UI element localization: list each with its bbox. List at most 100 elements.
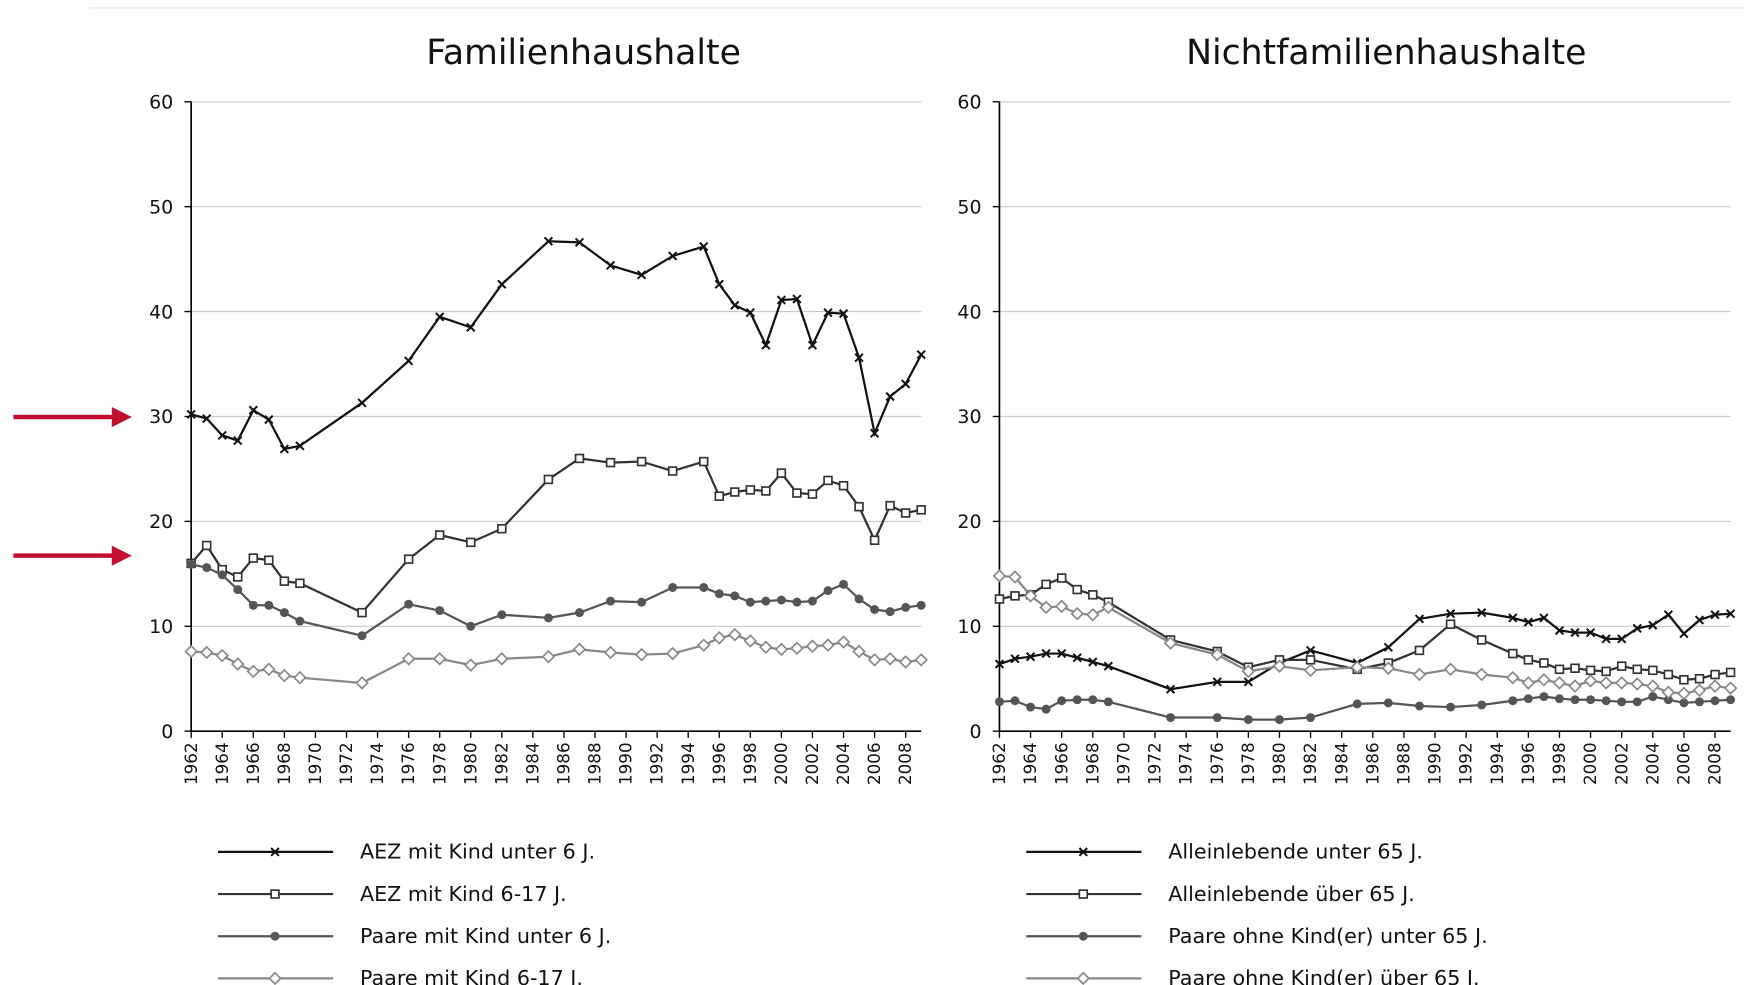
x-tick-label: 1986	[554, 742, 574, 785]
marker-x	[264, 415, 274, 425]
x-tick-label: 1990	[1425, 742, 1445, 785]
marker-x	[1010, 654, 1020, 664]
marker-x	[1648, 620, 1658, 630]
marker-x	[745, 308, 755, 318]
marker-circle	[435, 606, 445, 616]
marker-square	[1414, 645, 1425, 656]
marker-square	[357, 607, 367, 618]
x-tick-label: 2004	[833, 742, 853, 785]
marker-x	[605, 260, 616, 271]
series-line	[999, 574, 1731, 695]
marker-x	[186, 409, 196, 420]
y-tick-label: 10	[149, 616, 173, 638]
marker-diamond	[603, 645, 618, 660]
x-tick-label: 1962	[181, 742, 201, 785]
x-tick-label: 1994	[1487, 742, 1507, 785]
marker-x	[1088, 657, 1098, 667]
marker-diamond	[1630, 677, 1645, 691]
marker-diamond	[401, 652, 416, 666]
marker-square	[1554, 664, 1565, 675]
marker-circle	[714, 589, 724, 599]
y-tick-label: 40	[149, 301, 173, 323]
marker-x	[668, 251, 678, 261]
x-tick-label: 1968	[274, 742, 294, 785]
marker-circle	[466, 621, 476, 631]
marker-circle	[1306, 713, 1316, 723]
marker-circle	[202, 563, 212, 573]
marker-square	[264, 555, 274, 565]
marker-square	[1663, 669, 1674, 680]
y-tick-label: 10	[957, 616, 981, 638]
marker-diamond	[852, 644, 866, 659]
marker-square	[745, 485, 756, 495]
marker-circle	[1010, 696, 1020, 706]
marker-x	[1663, 610, 1673, 620]
marker-circle	[186, 559, 196, 569]
marker-square	[823, 475, 833, 486]
marker-square	[1648, 665, 1658, 676]
marker-diamond	[1008, 570, 1022, 584]
legend-label: Alleinlebende über 65 J.	[1168, 882, 1415, 906]
chart-title: Nichtfamilienhaushalte	[1186, 33, 1586, 73]
series-line	[190, 457, 922, 615]
x-tick-label: 1996	[709, 742, 729, 785]
y-tick-label: 0	[161, 721, 173, 743]
marker-x	[1305, 645, 1316, 656]
marker-circle	[1695, 697, 1704, 707]
marker-diamond	[1054, 599, 1069, 614]
marker-diamond	[1599, 676, 1613, 690]
marker-circle	[1539, 692, 1549, 702]
legend-label: Alleinlebende unter 65 J.	[1168, 840, 1423, 864]
marker-x	[1072, 653, 1082, 663]
marker-diamond	[1646, 679, 1660, 693]
marker-x	[699, 241, 709, 252]
marker-square	[270, 889, 280, 899]
marker-diamond	[743, 634, 758, 648]
marker-x	[885, 391, 895, 402]
marker-circle	[279, 608, 289, 618]
marker-diamond	[898, 655, 913, 669]
legend-label: Paare ohne Kind(er) über 65 J.	[1168, 966, 1479, 985]
y-tick-label: 50	[957, 196, 981, 218]
x-tick-label: 2008	[895, 742, 915, 785]
marker-circle	[745, 597, 755, 607]
marker-x	[1679, 628, 1689, 639]
marker-diamond	[1086, 607, 1100, 622]
x-tick-label: 1982	[491, 742, 511, 785]
marker-square	[1305, 655, 1316, 665]
marker-circle	[1088, 695, 1098, 705]
marker-circle	[264, 600, 274, 610]
marker-circle	[575, 608, 584, 618]
marker-circle	[404, 599, 414, 609]
marker-circle	[1166, 713, 1176, 723]
marker-square	[1632, 664, 1642, 675]
marker-diamond	[1474, 667, 1489, 682]
marker-circle	[1383, 698, 1393, 708]
marker-x	[869, 428, 880, 438]
marker-square	[698, 456, 709, 467]
x-tick-label: 1988	[1393, 742, 1413, 785]
marker-diamond	[759, 640, 773, 655]
marker-diamond	[1412, 667, 1427, 682]
marker-diamond	[215, 648, 230, 663]
marker-circle	[1663, 695, 1673, 705]
marker-x	[1632, 623, 1642, 634]
marker-diamond	[230, 657, 245, 671]
marker-x	[1041, 648, 1051, 659]
marker-circle	[497, 610, 507, 620]
marker-diamond	[246, 664, 261, 679]
marker-circle	[730, 591, 740, 601]
marker-circle	[1026, 702, 1036, 712]
marker-diamond	[1692, 683, 1707, 698]
marker-square	[916, 505, 926, 515]
marker-diamond	[1210, 647, 1225, 662]
marker-circle	[1477, 700, 1487, 710]
marker-diamond	[293, 670, 307, 685]
marker-circle	[1274, 715, 1284, 725]
marker-x	[1725, 609, 1736, 619]
marker-diamond	[805, 639, 820, 653]
marker-diamond	[1614, 676, 1629, 690]
marker-x	[854, 353, 864, 363]
marker-diamond	[836, 635, 851, 649]
marker-diamond	[262, 662, 276, 677]
